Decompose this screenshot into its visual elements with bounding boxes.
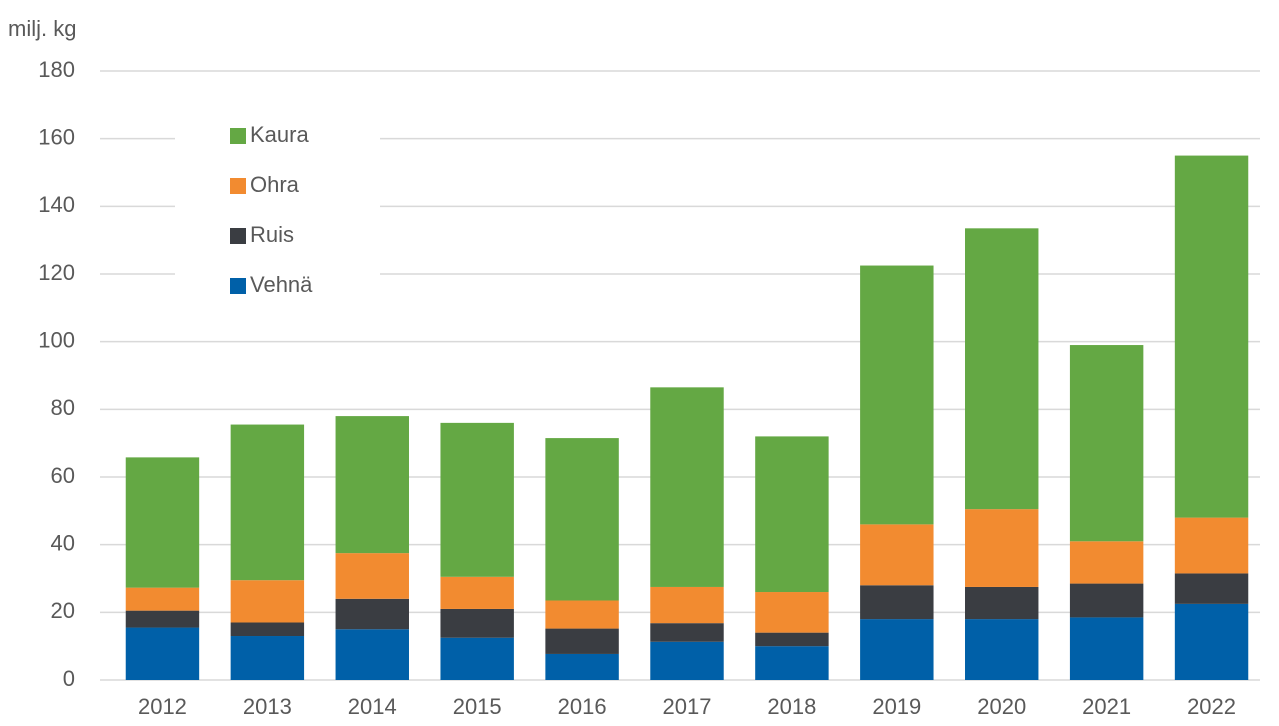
- legend-label: Vehnä: [250, 272, 313, 297]
- bar-segment: [860, 265, 934, 525]
- bar-segment: [755, 592, 829, 633]
- bar-segment: [230, 580, 305, 623]
- y-tick-label: 40: [51, 530, 75, 555]
- bar-segment: [755, 646, 829, 680]
- bar-segment: [125, 610, 200, 628]
- bar-segment: [650, 623, 724, 642]
- y-tick-label: 60: [51, 463, 75, 488]
- x-tick-label: 2020: [977, 694, 1026, 719]
- legend-box: [175, 110, 380, 310]
- y-tick-label: 20: [51, 598, 75, 623]
- x-tick-label: 2017: [663, 694, 712, 719]
- legend-label: Ruis: [250, 222, 294, 247]
- y-tick-label: 180: [38, 57, 75, 82]
- y-tick-label: 80: [51, 395, 75, 420]
- bar-segment: [1069, 617, 1144, 680]
- bar-segment: [1174, 603, 1249, 680]
- bar-segment: [965, 509, 1039, 587]
- y-tick-label: 0: [63, 666, 75, 691]
- y-tick-label: 100: [38, 327, 75, 352]
- x-tick-label: 2019: [872, 694, 921, 719]
- y-tick-label: 140: [38, 192, 75, 217]
- bar-segment: [440, 608, 514, 638]
- bar-segment: [755, 436, 829, 593]
- bar-segment: [650, 387, 724, 587]
- bar-segment: [860, 524, 934, 586]
- legend-swatch: [230, 228, 246, 244]
- y-axis-label: milj. kg: [8, 16, 76, 41]
- bar-segment: [1069, 583, 1144, 618]
- legend-swatch: [230, 178, 246, 194]
- bar-segment: [545, 438, 619, 601]
- bar-segment: [230, 622, 305, 637]
- bar-segment: [440, 422, 514, 577]
- bar-segment: [440, 576, 514, 609]
- bar-segment: [1174, 155, 1249, 518]
- bar-segment: [545, 653, 619, 680]
- bar-segment: [230, 636, 305, 680]
- legend-swatch: [230, 128, 246, 144]
- x-tick-label: 2012: [138, 694, 187, 719]
- y-tick-label: 160: [38, 124, 75, 149]
- bar-segment: [1069, 345, 1144, 542]
- bar-segment: [440, 637, 514, 680]
- bar-segment: [230, 424, 305, 581]
- bar-segment: [125, 587, 200, 611]
- bar-segment: [860, 585, 934, 620]
- bar-segment: [335, 553, 409, 599]
- legend-label: Kaura: [250, 122, 309, 147]
- legend-label: Ohra: [250, 172, 300, 197]
- y-tick-label: 120: [38, 260, 75, 285]
- bar-segment: [335, 629, 409, 680]
- bar-segment: [1174, 573, 1249, 604]
- x-tick-label: 2021: [1082, 694, 1131, 719]
- bar-segment: [1069, 541, 1144, 584]
- bar-segment: [965, 586, 1039, 620]
- x-tick-label: 2014: [348, 694, 397, 719]
- legend-swatch: [230, 278, 246, 294]
- x-tick-label: 2018: [767, 694, 816, 719]
- x-tick-label: 2015: [453, 694, 502, 719]
- bar-segment: [965, 228, 1039, 510]
- bar-segment: [860, 619, 934, 680]
- bar-segment: [545, 628, 619, 654]
- bar-segment: [125, 457, 200, 588]
- bar-segment: [335, 416, 409, 554]
- x-tick-label: 2022: [1187, 694, 1236, 719]
- x-tick-label: 2013: [243, 694, 292, 719]
- bar-segment: [650, 641, 724, 680]
- bar-segment: [1174, 517, 1249, 574]
- bar-segment: [545, 600, 619, 629]
- bar-segment: [125, 627, 200, 680]
- bar-segment: [650, 586, 724, 624]
- bar-segment: [965, 619, 1039, 680]
- x-tick-label: 2016: [558, 694, 607, 719]
- bar-segment: [335, 598, 409, 630]
- bar-segment: [755, 632, 829, 647]
